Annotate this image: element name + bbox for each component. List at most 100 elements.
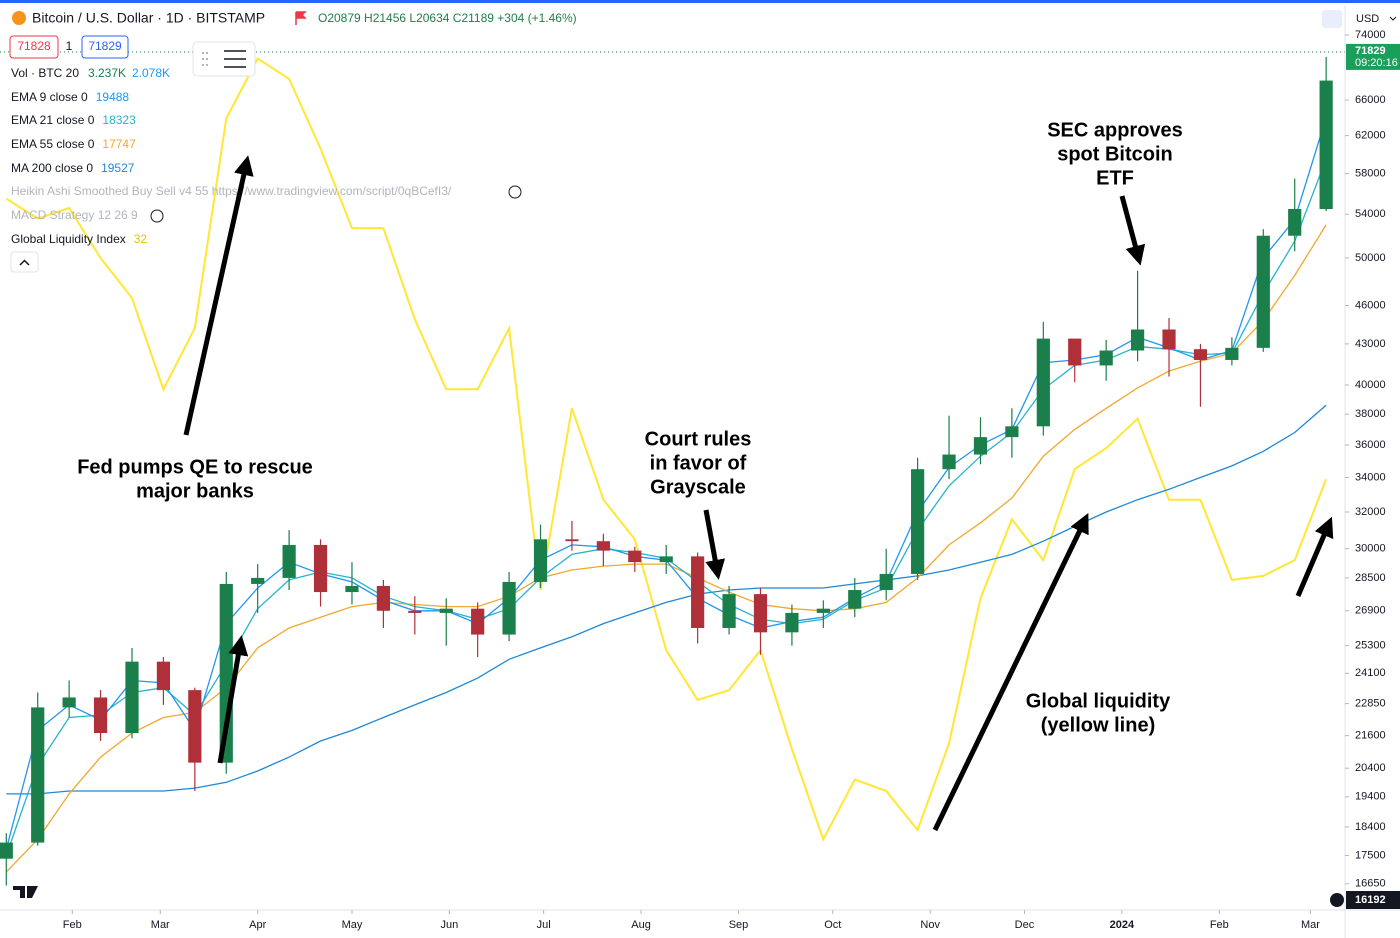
legend-macd: MACD Strategy 12 26 9: [11, 208, 138, 222]
x-tick-label: Sep: [729, 919, 749, 931]
candle-body: [785, 612, 799, 633]
annotation: Fed pumps QE to rescue: [77, 456, 313, 478]
y-tick-label: 16650: [1355, 878, 1386, 890]
y-tick-label: 46000: [1355, 299, 1386, 311]
menu-icon: [224, 50, 246, 68]
candle-body: [848, 590, 862, 609]
candle-body: [62, 697, 76, 708]
y-tick-label: 38000: [1355, 408, 1386, 420]
candle-body: [0, 842, 13, 859]
candle-body: [376, 585, 390, 611]
legend-volume-value: 3.237K: [88, 66, 126, 80]
x-tick-label: Feb: [1210, 919, 1229, 931]
hidden-icon[interactable]: [508, 185, 522, 199]
arrow: [1119, 195, 1146, 266]
flag-icon[interactable]: [295, 11, 307, 25]
legend-name: MA 200 close 0: [11, 161, 93, 175]
x-tick-label: Feb: [63, 919, 82, 931]
annotation: Global liquidity: [1026, 690, 1171, 712]
indicator-line: [6, 404, 1327, 795]
hidden-icon[interactable]: [150, 209, 164, 223]
y-tick-label: 74000: [1355, 29, 1386, 41]
axes: 16650 17500 18400 19400 20400 21600 22850 24100…: [63, 29, 1400, 931]
sell-price: 71828: [17, 39, 51, 53]
y-tick-label: 21600: [1355, 730, 1386, 742]
candle-body: [1068, 338, 1082, 366]
candle-body: [1288, 209, 1302, 236]
candle-body: [313, 544, 328, 593]
x-tick-label: Oct: [824, 919, 841, 931]
y-tick-label: 34000: [1355, 471, 1386, 483]
candle-body: [911, 469, 925, 574]
annotation: ETF: [1096, 167, 1134, 189]
arrow: [703, 509, 726, 580]
crosshair-badge: [1346, 891, 1400, 909]
candle-body: [251, 577, 265, 584]
x-tick-label: Mar: [1301, 919, 1320, 931]
price-badge-value: 71829: [1355, 45, 1386, 57]
legend-name: EMA 9 close 0: [11, 90, 88, 104]
x-tick-label: May: [342, 919, 363, 931]
candle-body: [533, 539, 548, 582]
tv-logo[interactable]: [13, 886, 38, 898]
legend-value: 17747: [102, 137, 136, 151]
candle-body: [1193, 349, 1208, 360]
y-tick-label: 24100: [1355, 667, 1386, 679]
y-tick-label: 30000: [1355, 543, 1386, 555]
symbol-title[interactable]: Bitcoin / U.S. Dollar · 1D · BITSTAMP: [32, 10, 265, 26]
collapse-button[interactable]: [10, 251, 39, 273]
candle-body: [502, 581, 516, 635]
annotation: SEC approves: [1047, 119, 1183, 141]
x-tick-label: Apr: [249, 919, 266, 931]
arrow: [1295, 516, 1334, 597]
annotation: Grayscale: [650, 476, 746, 498]
candle-body: [1130, 329, 1145, 351]
currency-label[interactable]: USD: [1356, 13, 1379, 25]
x-tick-label: Jun: [441, 919, 459, 931]
indicator-line: [5, 57, 1328, 842]
candle-body: [1005, 426, 1019, 438]
candle-body: [1036, 338, 1050, 427]
legend-value: 19527: [101, 161, 135, 175]
x-tick-label: Jul: [537, 919, 551, 931]
buy-button[interactable]: [81, 35, 129, 59]
candle-body: [1162, 329, 1176, 350]
y-tick-label: 20400: [1355, 762, 1386, 774]
y-tick-label: 54000: [1355, 208, 1386, 220]
x-tick-label: Dec: [1015, 919, 1035, 931]
legend-name: Global Liquidity Index: [11, 232, 126, 246]
drag-handle: [202, 52, 208, 66]
top-border: [0, 0, 1400, 3]
candle-body: [942, 454, 956, 470]
candle-body: [188, 690, 202, 763]
annotation: major banks: [136, 480, 254, 502]
currency-dropdown[interactable]: [1389, 16, 1397, 21]
candle-body: [345, 585, 359, 593]
buy-price: 71829: [88, 39, 122, 53]
y-tick-label: 62000: [1355, 130, 1386, 142]
candle-body: [408, 610, 422, 613]
candle-body: [156, 661, 171, 691]
collapse-icon: [19, 259, 30, 266]
arrows: [183, 155, 1334, 832]
y-tick-label: 18400: [1355, 821, 1386, 833]
legend-value: 18323: [102, 113, 136, 127]
legend-volume: Vol · BTC 20: [11, 66, 79, 80]
x-tick-label: 2024: [1110, 919, 1135, 931]
y-tick-label: 58000: [1355, 167, 1386, 179]
sell-button[interactable]: [9, 35, 59, 59]
candle-body: [31, 707, 45, 843]
legend-value: 32: [134, 232, 148, 246]
legend-value: 19488: [96, 90, 130, 104]
y-tick-label: 66000: [1355, 94, 1386, 106]
candle-body: [722, 594, 736, 628]
candle-body: [1099, 350, 1113, 366]
y-tick-label: 26900: [1355, 605, 1386, 617]
compare-button[interactable]: [1322, 10, 1342, 28]
legend-heikin: Heikin Ashi Smoothed Buy Sell v4 55 http…: [11, 184, 452, 198]
quantity[interactable]: 1: [66, 39, 73, 53]
